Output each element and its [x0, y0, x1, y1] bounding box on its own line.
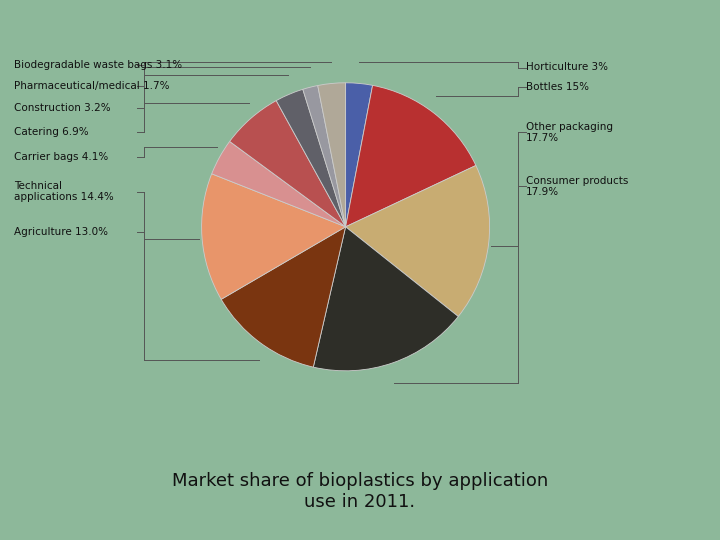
Wedge shape [346, 165, 490, 316]
Text: Agriculture 13.0%: Agriculture 13.0% [14, 227, 109, 237]
Wedge shape [303, 85, 346, 227]
Wedge shape [346, 83, 372, 227]
Wedge shape [202, 174, 346, 299]
Wedge shape [221, 227, 346, 367]
Wedge shape [230, 100, 346, 227]
Text: Biodegradable waste bags 3.1%: Biodegradable waste bags 3.1% [14, 60, 183, 70]
Text: Catering 6.9%: Catering 6.9% [14, 127, 89, 137]
Wedge shape [212, 141, 346, 227]
Text: Market share of bioplastics by application
use in 2011.: Market share of bioplastics by applicati… [172, 472, 548, 511]
Text: Bottles 15%: Bottles 15% [526, 83, 589, 92]
Wedge shape [276, 89, 346, 227]
Text: Pharmaceutical/medical 1.7%: Pharmaceutical/medical 1.7% [14, 82, 170, 91]
Text: Horticulture 3%: Horticulture 3% [526, 63, 608, 72]
Wedge shape [313, 227, 458, 371]
Text: Construction 3.2%: Construction 3.2% [14, 103, 111, 113]
Text: Consumer products
17.9%: Consumer products 17.9% [526, 176, 628, 197]
Wedge shape [346, 85, 476, 227]
Text: Technical
applications 14.4%: Technical applications 14.4% [14, 181, 114, 202]
Text: Other packaging
17.7%: Other packaging 17.7% [526, 122, 613, 143]
Wedge shape [318, 83, 346, 227]
Text: Carrier bags 4.1%: Carrier bags 4.1% [14, 152, 109, 161]
